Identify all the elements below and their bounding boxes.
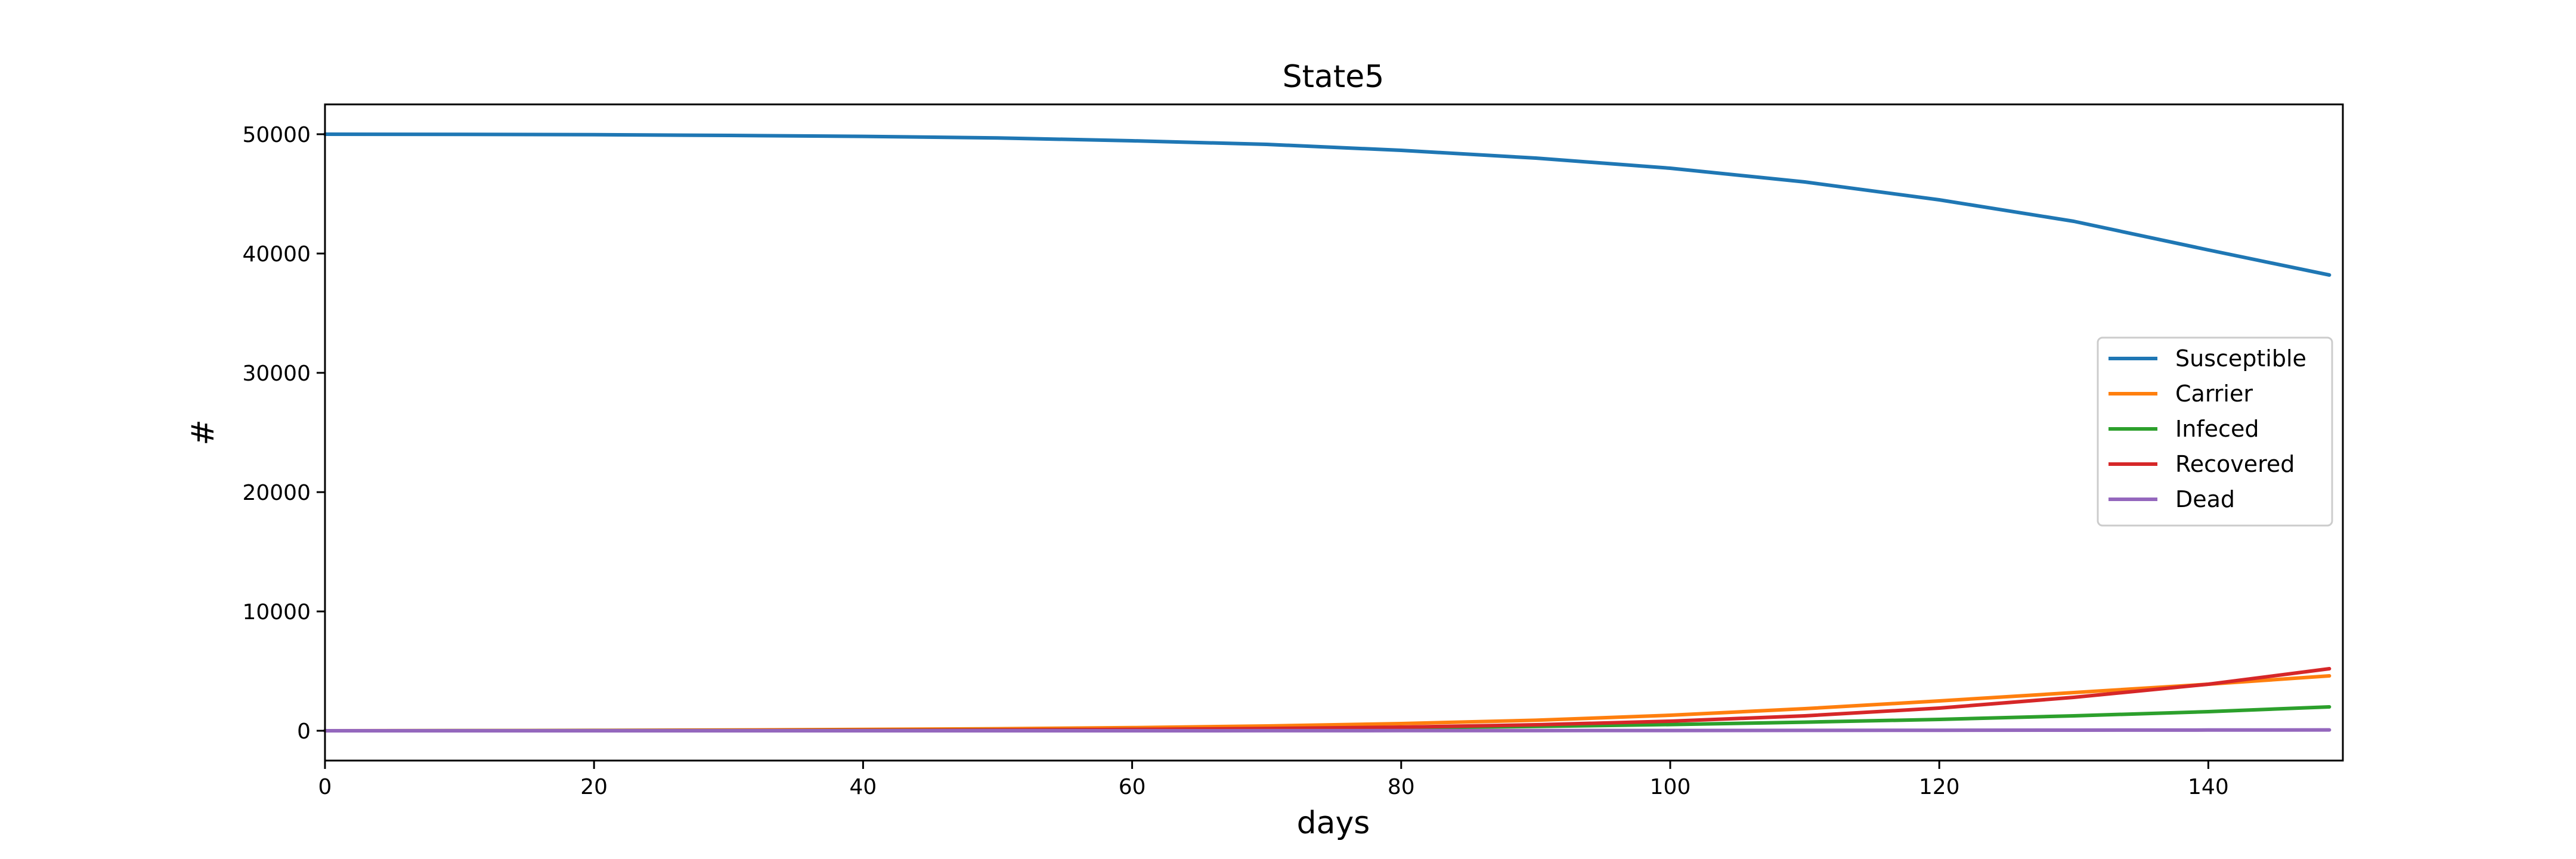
x-tick-label: 120 [1919, 775, 1960, 799]
x-tick-label: 40 [849, 775, 877, 799]
chart-title: State5 [1283, 59, 1385, 95]
legend-box [2097, 336, 2333, 527]
x-tick-label: 140 [2188, 775, 2229, 799]
x-tick-label: 60 [1119, 775, 1146, 799]
y-tick-label: 10000 [242, 600, 311, 625]
y-axis-label: # [185, 419, 221, 446]
y-tick-label: 20000 [242, 481, 311, 505]
x-tick-label: 100 [1650, 775, 1691, 799]
y-axis: 0 10000 20000 30000 40000 50000 [242, 123, 325, 744]
legend-label: Dead [2175, 486, 2235, 512]
plot-frame [324, 103, 2344, 762]
series-line-carrier [323, 674, 2332, 733]
legend: Susceptible Carrier Infeced Recovered Dead [2097, 336, 2333, 527]
plot-lines [323, 132, 2332, 733]
x-tick-label: 80 [1388, 775, 1415, 799]
series-line-susceptible [323, 132, 2332, 277]
legend-label: Carrier [2175, 381, 2253, 407]
x-tick-label: 0 [318, 775, 332, 799]
x-tick-label: 20 [580, 775, 608, 799]
y-tick-label: 50000 [242, 123, 311, 147]
series-line-dead [323, 728, 2332, 733]
y-tick-label: 0 [297, 719, 311, 744]
legend-label: Susceptible [2175, 345, 2306, 372]
y-tick-label: 30000 [242, 361, 311, 386]
series-line-recovered [323, 667, 2332, 733]
y-tick-label: 40000 [242, 242, 311, 267]
x-axis: 0 20 40 60 80 100 120 140 [318, 761, 2229, 799]
legend-label: Recovered [2175, 451, 2295, 477]
legend-label: Infeced [2175, 416, 2259, 442]
x-axis-label: days [1297, 805, 1370, 841]
